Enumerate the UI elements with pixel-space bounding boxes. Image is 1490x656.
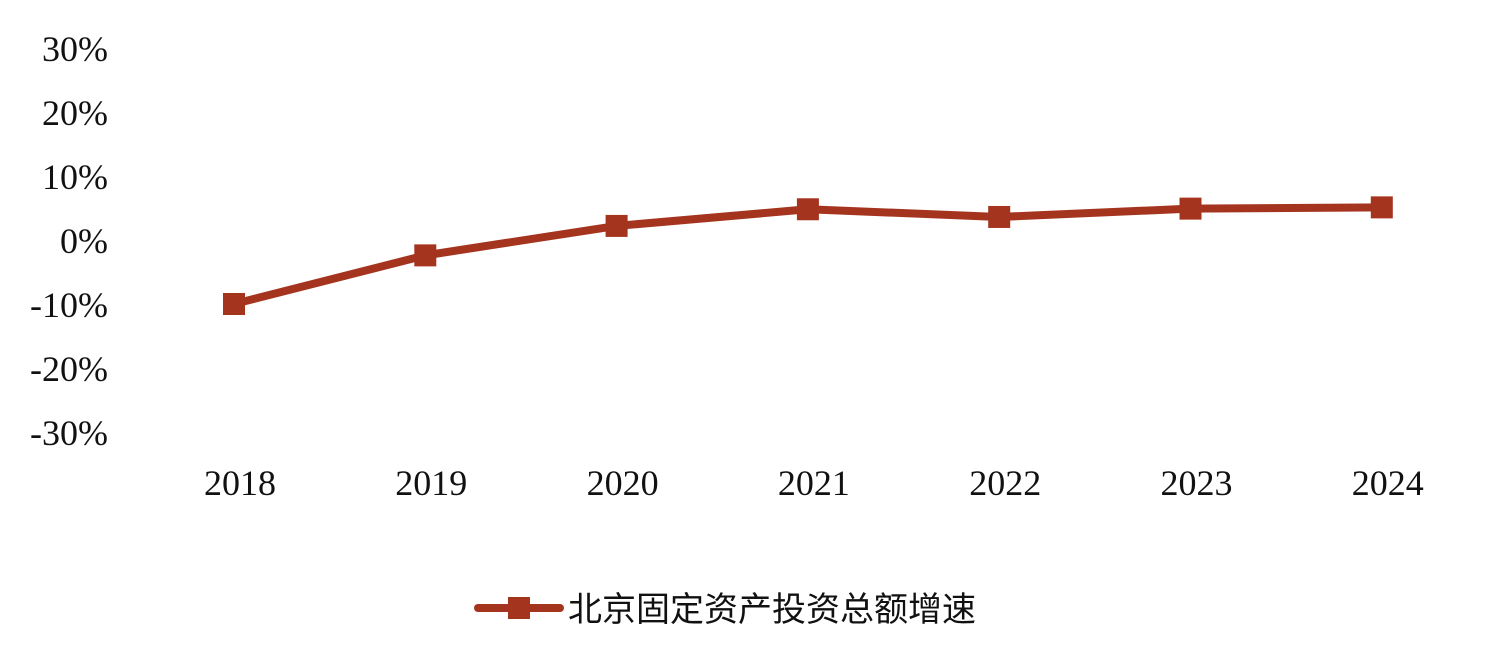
y-axis-tick-labels: 30% 20% 10% 0% -10% -20% -30% bbox=[30, 29, 108, 453]
data-point-marker bbox=[223, 293, 245, 315]
x-tick-label: 2022 bbox=[969, 463, 1041, 503]
data-point-marker bbox=[988, 205, 1011, 228]
y-tick-label: -10% bbox=[30, 285, 108, 325]
legend: 北京固定资产投资总额增速 bbox=[474, 590, 976, 630]
legend-square-marker bbox=[508, 597, 530, 619]
y-tick-label: 20% bbox=[42, 93, 108, 133]
x-tick-label: 2020 bbox=[587, 463, 659, 503]
x-tick-label: 2024 bbox=[1352, 463, 1424, 503]
data-point-marker bbox=[1370, 196, 1393, 219]
x-tick-label: 2018 bbox=[204, 463, 276, 503]
y-tick-label: -20% bbox=[30, 349, 108, 389]
data-point-marker bbox=[1179, 197, 1202, 220]
series-line bbox=[230, 203, 1386, 308]
x-tick-label: 2021 bbox=[778, 463, 850, 503]
data-point-marker bbox=[414, 244, 437, 267]
data-point-marker bbox=[605, 214, 628, 237]
y-tick-label: -30% bbox=[30, 413, 108, 453]
x-tick-label: 2023 bbox=[1161, 463, 1233, 503]
x-tick-label: 2019 bbox=[395, 463, 467, 503]
data-point-marker bbox=[796, 198, 819, 221]
y-tick-label: 0% bbox=[60, 221, 108, 261]
y-tick-label: 30% bbox=[42, 29, 108, 69]
x-axis-tick-labels: 2018 2019 2020 2021 2022 2023 2024 bbox=[204, 463, 1424, 503]
y-tick-label: 10% bbox=[42, 157, 108, 197]
series-layer bbox=[223, 196, 1393, 315]
legend-label: 北京固定资产投资总额增速 bbox=[568, 590, 976, 630]
